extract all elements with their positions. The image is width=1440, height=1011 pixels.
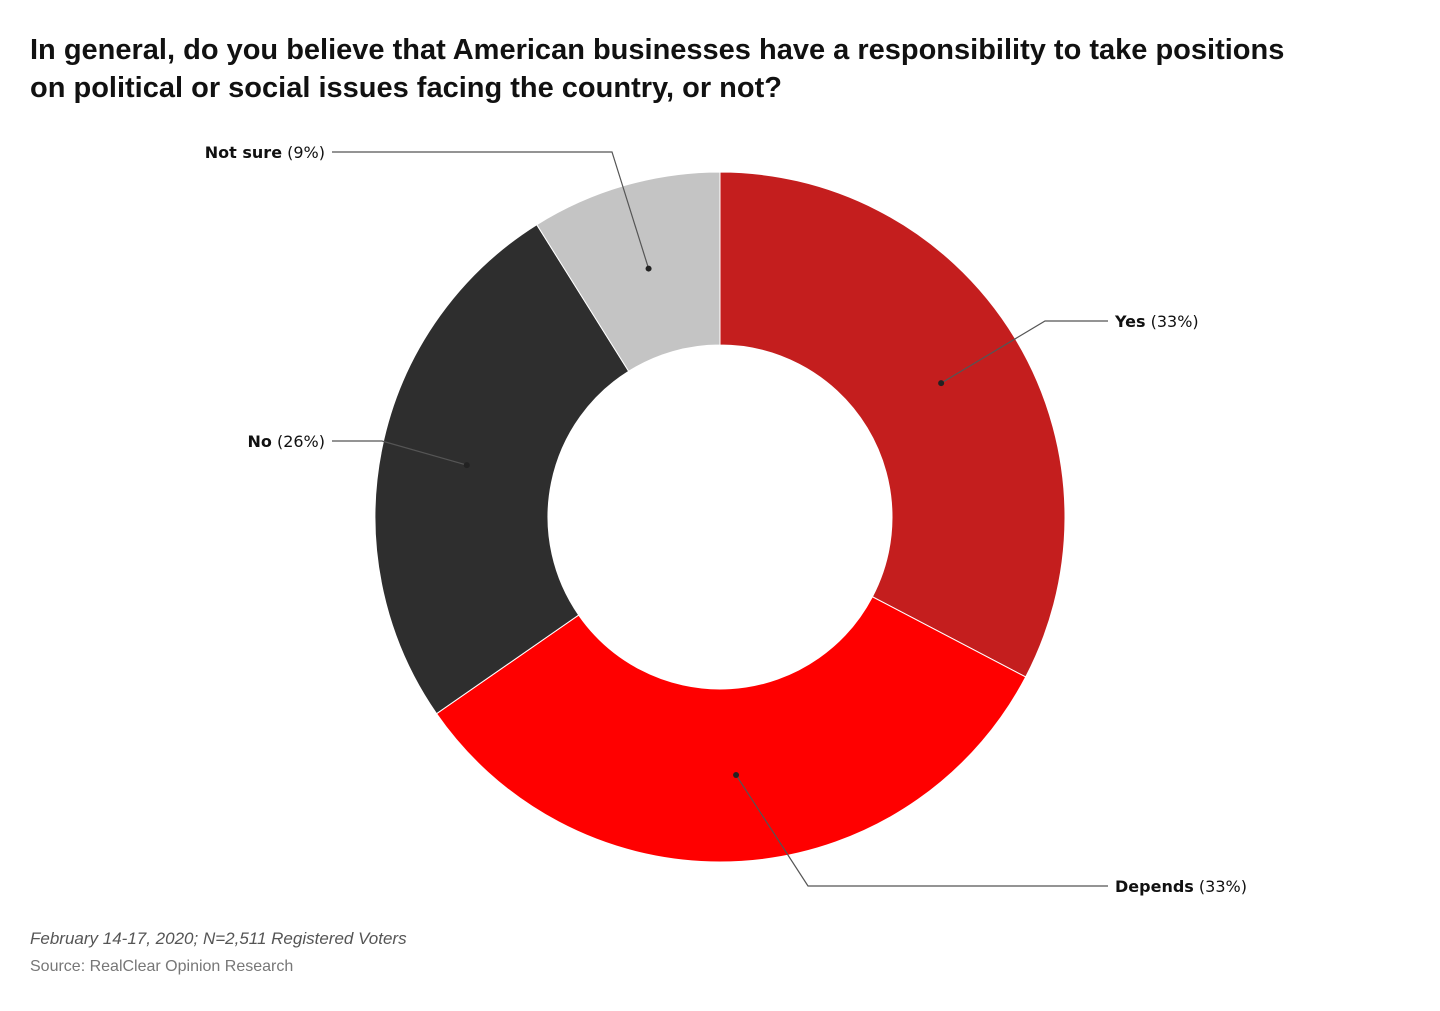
chart-title-line-2: on political or social issues facing the… bbox=[30, 72, 782, 104]
slice-label-value: (26%) bbox=[272, 432, 325, 451]
chart-title: In general, do you believe that American… bbox=[30, 31, 1410, 107]
slice-label-not-sure: Not sure (9%) bbox=[205, 143, 325, 162]
leader-dot-yes bbox=[938, 380, 945, 387]
leader-line-yes bbox=[940, 320, 1108, 384]
slice-label-value: (33%) bbox=[1146, 312, 1199, 331]
slice-label-name: Yes bbox=[1114, 312, 1146, 331]
slice-label-yes: Yes (33%) bbox=[1114, 312, 1199, 331]
slice-label-name: Not sure bbox=[205, 143, 282, 162]
slice-label-no: No (26%) bbox=[247, 432, 325, 451]
leader-dot-not-sure bbox=[645, 265, 652, 272]
leader-line-no bbox=[332, 440, 467, 466]
slice-label-name: No bbox=[247, 432, 271, 451]
slice-no bbox=[374, 223, 630, 715]
slice-depends bbox=[435, 596, 1027, 863]
leader-dot-depends bbox=[733, 771, 740, 778]
slice-not-sure bbox=[536, 171, 721, 372]
leader-line-depends bbox=[735, 774, 1108, 887]
source-credit: Source: RealClear Opinion Research bbox=[30, 958, 294, 975]
donut-slices bbox=[374, 171, 1066, 863]
chart-title-line-1: In general, do you believe that American… bbox=[30, 34, 1285, 66]
slice-label-name: Depends bbox=[1115, 877, 1194, 896]
survey-note: February 14-17, 2020; N=2,511 Registered… bbox=[30, 929, 407, 948]
slice-label-value: (33%) bbox=[1194, 877, 1247, 896]
chart-footer: February 14-17, 2020; N=2,511 Registered… bbox=[30, 928, 407, 978]
slice-label-value: (9%) bbox=[282, 143, 325, 162]
leader-lines bbox=[332, 151, 1108, 887]
leader-dot-no bbox=[463, 462, 470, 469]
slice-label-depends: Depends (33%) bbox=[1115, 877, 1247, 896]
slice-yes bbox=[719, 171, 1066, 678]
leader-line-not-sure bbox=[332, 151, 650, 269]
slice-labels: Yes (33%)Depends (33%)No (26%)Not sure (… bbox=[205, 143, 1247, 896]
